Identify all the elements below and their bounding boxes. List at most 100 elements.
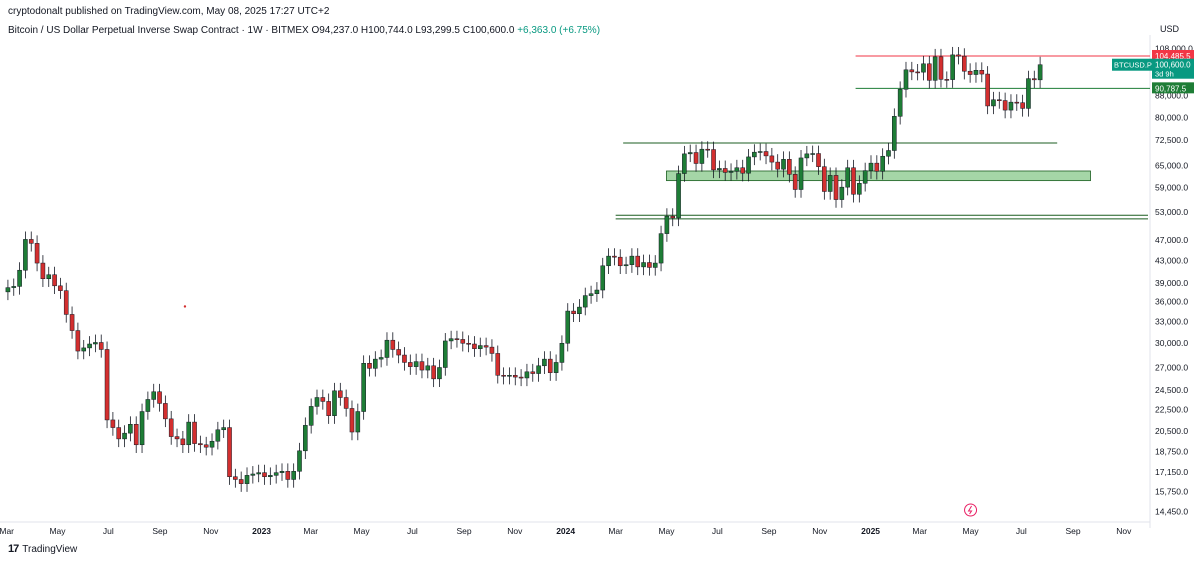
candle-body — [98, 342, 104, 350]
y-tick-label: 88,000.0 — [1155, 91, 1188, 101]
candle-body — [285, 471, 291, 480]
candle-body — [577, 306, 582, 315]
price-tag — [1152, 58, 1194, 79]
candle-body — [798, 157, 804, 190]
candle-body — [116, 427, 122, 440]
candle-body — [536, 365, 541, 374]
candle-body — [1031, 78, 1037, 81]
candle-body — [174, 436, 180, 440]
x-tick-label: Sep — [152, 526, 167, 536]
x-tick-label: May — [963, 526, 980, 536]
y-tick-label: 43,000.0 — [1155, 255, 1188, 265]
candle-body — [524, 371, 530, 379]
candle-body — [75, 330, 81, 352]
x-tick-label: Jul — [103, 526, 114, 536]
candle-body — [314, 397, 320, 407]
candle-body — [81, 347, 87, 352]
candle-body — [641, 262, 646, 268]
candle-body — [63, 290, 69, 315]
candle-body — [571, 310, 576, 315]
price-tag-label: 104,485.5 — [1155, 52, 1191, 61]
candle-body — [419, 361, 425, 371]
candle-body — [163, 403, 168, 420]
candle-body — [110, 419, 116, 428]
candle-body — [804, 153, 810, 159]
candle-body — [233, 476, 238, 480]
x-tick-label: Mar — [912, 526, 927, 536]
candle-body — [705, 148, 711, 151]
candle-body — [297, 450, 302, 472]
candle-body — [565, 310, 571, 344]
candle-body — [676, 173, 681, 219]
candle-body — [682, 153, 687, 174]
candle-body — [903, 69, 909, 90]
x-tick-label: May — [49, 526, 66, 536]
candle-body — [34, 243, 40, 264]
candle-body — [792, 174, 798, 190]
y-tick-label: 17,150.0 — [1155, 467, 1188, 477]
candle-body — [985, 73, 990, 107]
candle-body — [827, 175, 833, 192]
candle-body — [973, 70, 979, 75]
candle-body — [962, 55, 967, 72]
candle-body — [46, 274, 52, 280]
candle-body — [361, 363, 366, 412]
candle-body — [291, 471, 296, 480]
x-tick-label: May — [354, 526, 371, 536]
y-tick-label: 14,450.0 — [1155, 506, 1188, 516]
y-tick-label: 80,000.0 — [1155, 112, 1188, 122]
price-change: +6,363.0 (+6.75%) — [517, 25, 601, 36]
candle-body — [757, 151, 763, 153]
y-tick-label: 30,000.0 — [1155, 338, 1188, 348]
candle-body — [600, 265, 606, 291]
candle-body — [40, 262, 46, 280]
candle-body — [332, 390, 337, 416]
candle-body — [979, 70, 985, 75]
candle-body — [180, 438, 186, 446]
y-tick-label: 72,500.0 — [1155, 135, 1188, 145]
candle-body — [11, 286, 17, 288]
candle-body — [594, 289, 600, 294]
candle-body — [617, 256, 623, 267]
candle-body — [822, 166, 827, 192]
candle-body — [769, 155, 775, 163]
y-tick-label: 108,000.0 — [1155, 43, 1193, 53]
candle-body — [273, 472, 279, 476]
publisher-note: cryptodonalt published on TradingView.co… — [8, 6, 330, 17]
candle-body — [833, 175, 839, 200]
candle-body — [921, 63, 926, 73]
candle-body — [168, 418, 174, 437]
price-tag — [1152, 82, 1194, 94]
candle-body — [442, 340, 448, 368]
candle-body — [145, 399, 151, 412]
candle-body — [857, 183, 862, 195]
candle-body — [279, 471, 285, 473]
candle-body — [886, 150, 891, 157]
candle-body — [559, 342, 565, 363]
candle-body — [623, 264, 629, 267]
candle-body — [775, 161, 780, 170]
symbol-legend: Bitcoin / US Dollar Perpetual Inverse Sw… — [8, 25, 600, 36]
candle-body — [507, 375, 512, 377]
candle-body — [991, 99, 996, 107]
y-tick-label: 20,500.0 — [1155, 426, 1188, 436]
y-tick-label: 18,750.0 — [1155, 446, 1188, 456]
marker-dot — [183, 305, 187, 308]
candle-body — [927, 63, 932, 81]
candle-body — [518, 376, 524, 379]
candle-body — [763, 151, 769, 157]
y-tick-label: 59,000.0 — [1155, 183, 1188, 193]
candle-body — [373, 358, 378, 369]
candle-body — [122, 432, 127, 440]
candle-body — [1008, 101, 1014, 111]
candle-body — [1037, 64, 1043, 81]
candle-body — [717, 168, 722, 171]
candle-body — [501, 375, 506, 377]
y-tick-label: 33,000.0 — [1155, 316, 1188, 326]
candle-body — [816, 153, 821, 167]
candle-body — [950, 54, 955, 80]
candle-body — [1002, 100, 1008, 111]
candle-body — [477, 345, 483, 349]
candle-body — [437, 367, 442, 380]
